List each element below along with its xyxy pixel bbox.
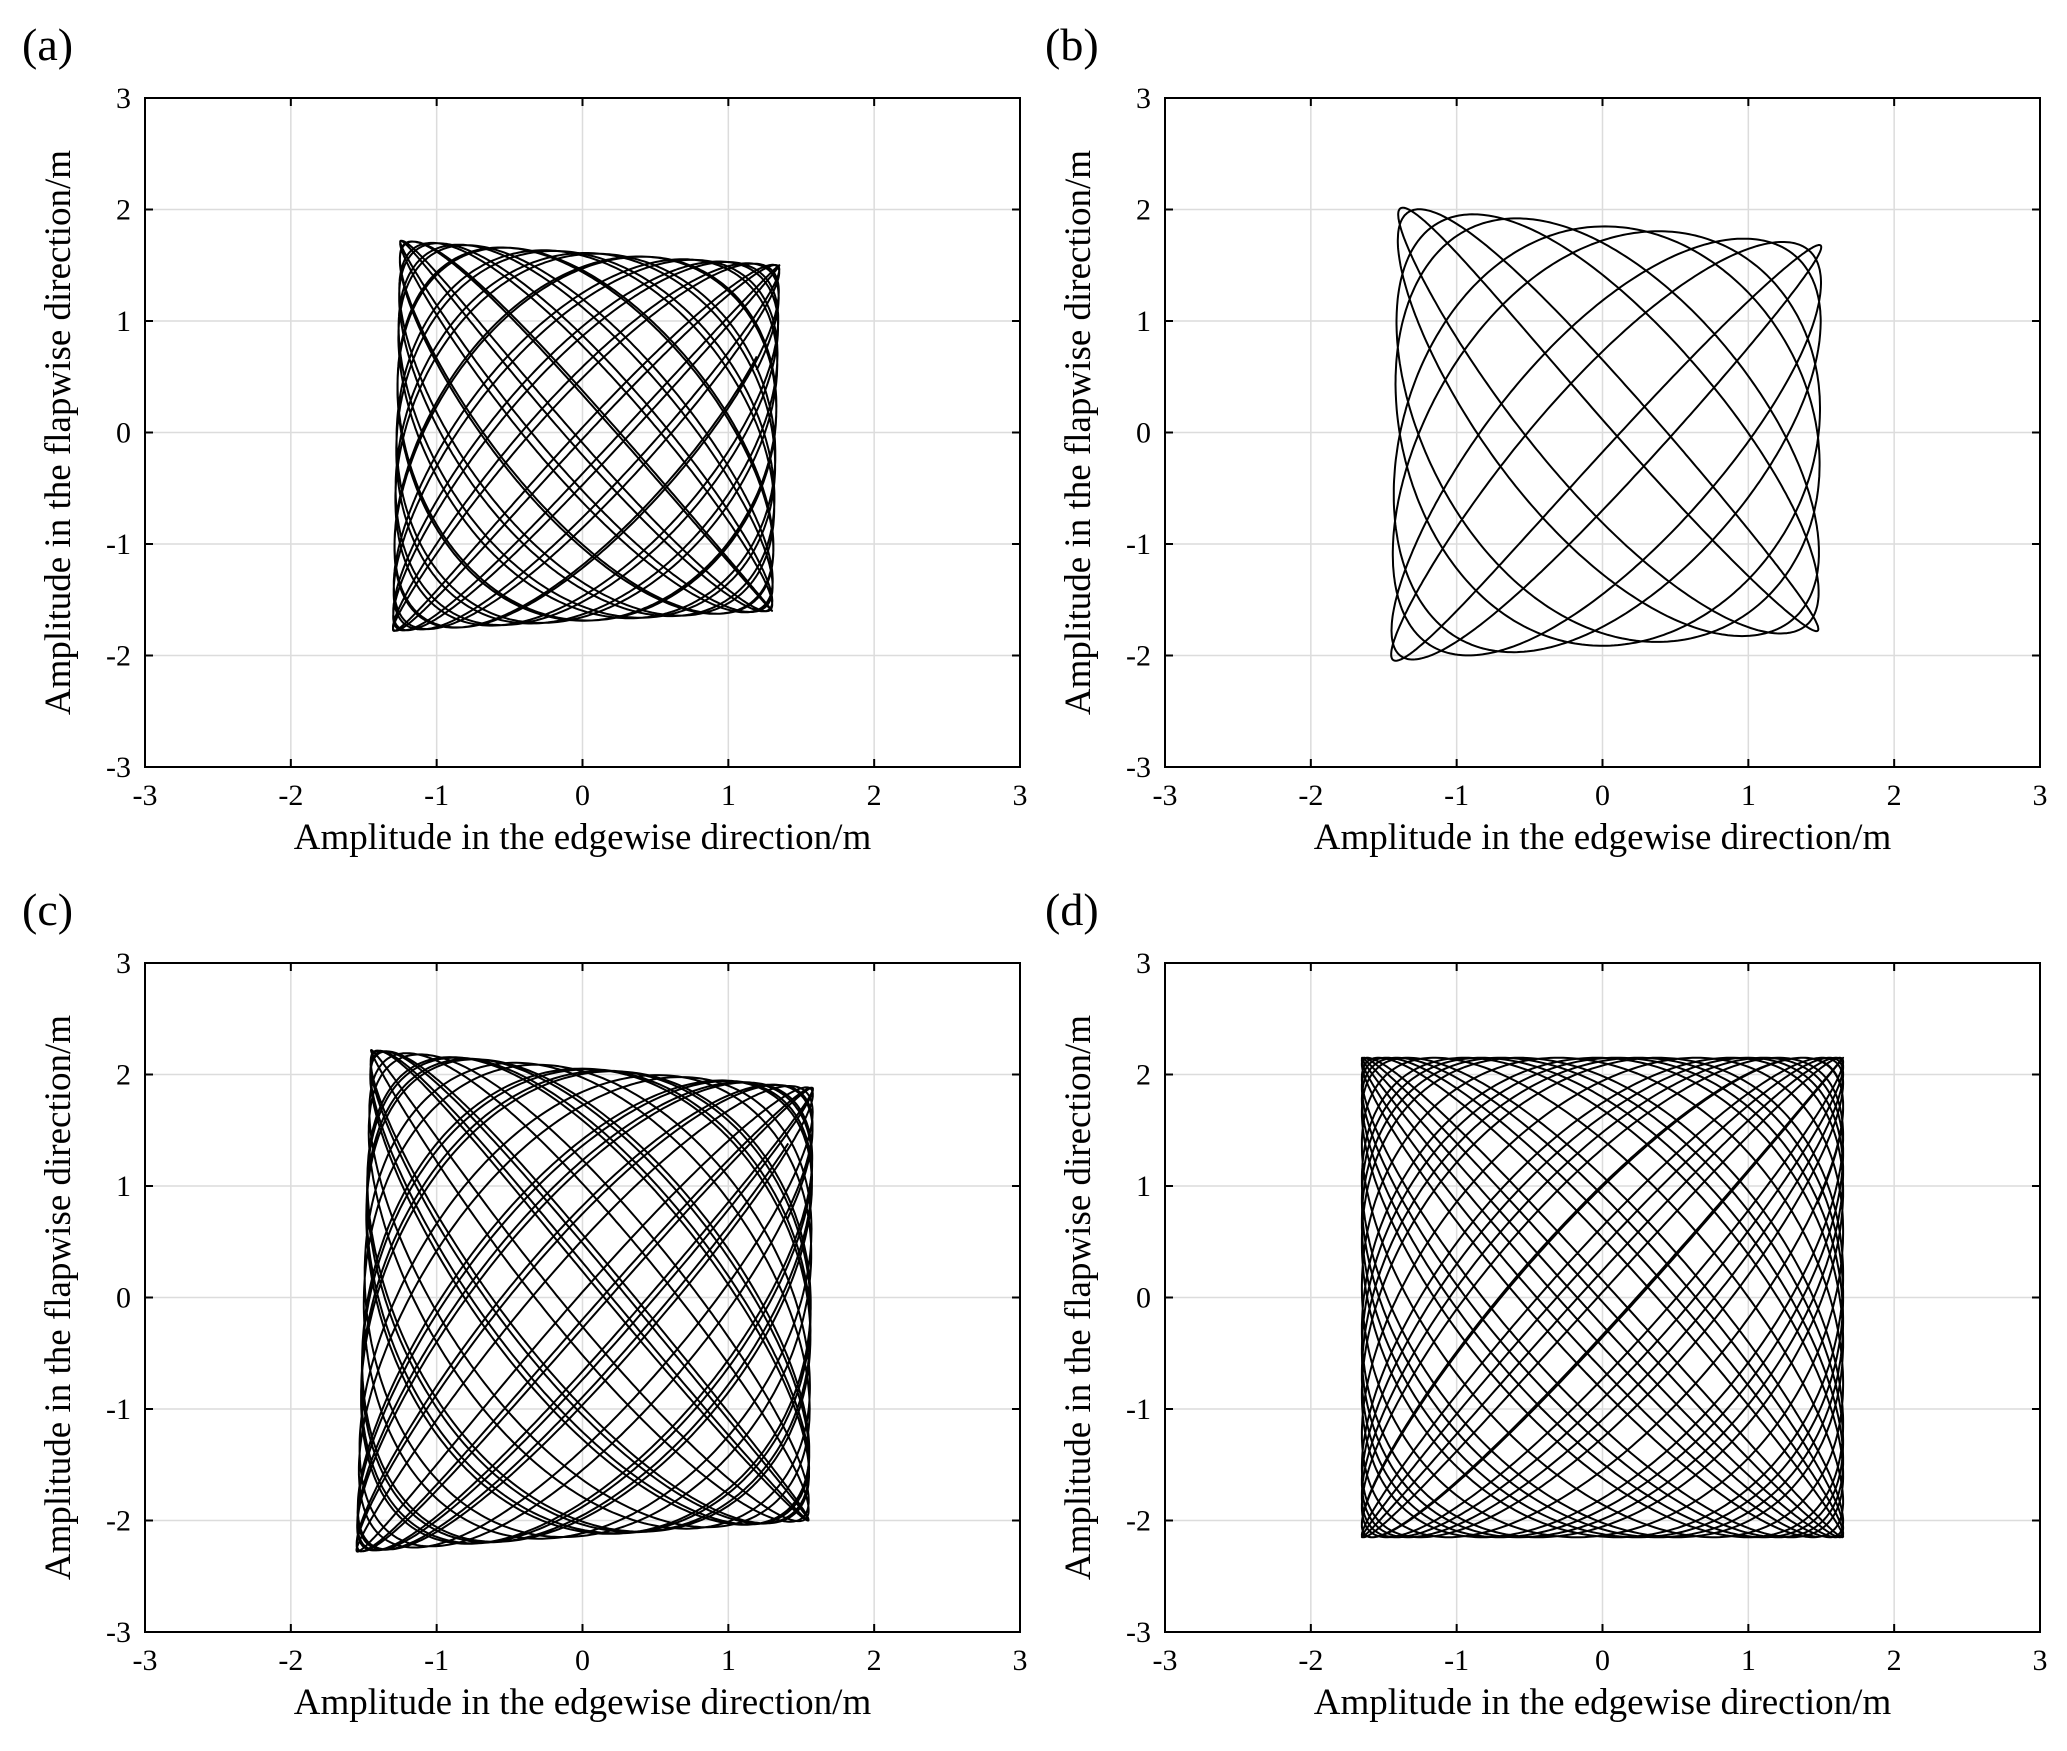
y-tick-label: -3 xyxy=(106,1616,131,1649)
x-tick-label: -2 xyxy=(1298,1644,1323,1677)
y-tick-label: 1 xyxy=(1136,1170,1151,1203)
y-tick-label: -2 xyxy=(1126,1505,1151,1538)
trajectory-line xyxy=(355,1049,814,1553)
x-tick-label: 1 xyxy=(1741,779,1756,812)
x-axis-label: Amplitude in the edgewise direction/m xyxy=(294,817,872,858)
y-tick-label: 0 xyxy=(1136,1282,1151,1315)
x-tick-label: -2 xyxy=(278,1644,303,1677)
y-tick-label: 3 xyxy=(116,947,131,980)
y-tick-label: -3 xyxy=(1126,751,1151,784)
y-tick-label: -2 xyxy=(1126,640,1151,673)
y-tick-label: -1 xyxy=(1126,1393,1151,1426)
x-tick-label: 0 xyxy=(1595,1644,1610,1677)
trajectory-line xyxy=(1390,206,1823,662)
y-tick-label: 2 xyxy=(116,194,131,227)
x-tick-label: -2 xyxy=(278,779,303,812)
x-tick-label: 0 xyxy=(575,1644,590,1677)
x-tick-label: 3 xyxy=(2033,1644,2048,1677)
y-tick-label: 1 xyxy=(1136,305,1151,338)
x-tick-label: -1 xyxy=(1444,779,1469,812)
x-tick-label: 2 xyxy=(1887,1644,1902,1677)
x-axis-label: Amplitude in the edgewise direction/m xyxy=(1314,1682,1892,1723)
y-tick-label: 0 xyxy=(116,1282,131,1315)
y-tick-label: 2 xyxy=(1136,1059,1151,1092)
y-tick-label: 3 xyxy=(1136,947,1151,980)
panel-label: (c) xyxy=(22,884,73,935)
x-tick-label: -3 xyxy=(133,779,158,812)
x-tick-label: 0 xyxy=(1595,779,1610,812)
x-tick-label: 2 xyxy=(1887,779,1902,812)
y-tick-label: 1 xyxy=(116,1170,131,1203)
x-tick-label: -3 xyxy=(1153,1644,1178,1677)
x-tick-label: 1 xyxy=(1741,1644,1756,1677)
y-axis-label: Amplitude in the flapwise direction/m xyxy=(38,1015,79,1580)
y-tick-label: 3 xyxy=(116,82,131,115)
panel-label: (b) xyxy=(1045,19,1099,70)
y-tick-label: 0 xyxy=(116,417,131,450)
y-tick-label: -3 xyxy=(106,751,131,784)
trajectory-line xyxy=(1360,1056,1845,1539)
panel-label: (d) xyxy=(1045,884,1099,935)
chart-panel-2: (b) -3 -2 -1 0 1 2 3 -3 -2 -1 0 1 2 3 Amplitude in the … xyxy=(1045,19,2048,858)
x-tick-label: -2 xyxy=(1298,779,1323,812)
y-tick-label: -1 xyxy=(106,1393,131,1426)
x-tick-label: -3 xyxy=(133,1644,158,1677)
y-tick-label: 1 xyxy=(116,305,131,338)
y-tick-label: 0 xyxy=(1136,417,1151,450)
x-tick-label: 3 xyxy=(2033,779,2048,812)
y-axis-label: Amplitude in the flapwise direction/m xyxy=(1058,1015,1099,1580)
y-tick-label: -1 xyxy=(1126,528,1151,561)
y-tick-label: 3 xyxy=(1136,82,1151,115)
panel-label: (a) xyxy=(22,19,73,70)
y-tick-label: -2 xyxy=(106,640,131,673)
x-tick-label: 2 xyxy=(867,779,882,812)
x-tick-label: -1 xyxy=(1444,1644,1469,1677)
y-axis-label: Amplitude in the flapwise direction/m xyxy=(1058,150,1099,715)
x-tick-label: 0 xyxy=(575,779,590,812)
x-axis-label: Amplitude in the edgewise direction/m xyxy=(294,1682,872,1723)
x-tick-label: 2 xyxy=(867,1644,882,1677)
x-tick-label: -1 xyxy=(424,1644,449,1677)
x-tick-label: 3 xyxy=(1013,1644,1028,1677)
x-tick-label: -3 xyxy=(1153,779,1178,812)
x-tick-label: 1 xyxy=(721,1644,736,1677)
trajectory-line xyxy=(392,239,781,632)
chart-panel-4: (d) -3 -2 -1 0 1 2 3 -3 -2 -1 0 1 2 3 Amplitude in the … xyxy=(1045,884,2048,1723)
y-tick-label: 2 xyxy=(116,1059,131,1092)
x-tick-label: 1 xyxy=(721,779,736,812)
y-tick-label: -2 xyxy=(106,1505,131,1538)
x-tick-label: 3 xyxy=(1013,779,1028,812)
x-axis-label: Amplitude in the edgewise direction/m xyxy=(1314,817,1892,858)
y-tick-label: 2 xyxy=(1136,194,1151,227)
y-tick-label: -1 xyxy=(106,528,131,561)
y-axis-label: Amplitude in the flapwise direction/m xyxy=(38,150,79,715)
x-tick-label: -1 xyxy=(424,779,449,812)
chart-panel-3: (c) -3 -2 -1 0 1 2 3 -3 -2 -1 0 1 2 3 Amplitude in the … xyxy=(22,884,1028,1723)
chart-panel-1: (a) -3 -2 -1 0 1 2 3 -3 -2 -1 0 1 2 3 Amplitude in the … xyxy=(22,19,1028,858)
y-tick-label: -3 xyxy=(1126,1616,1151,1649)
